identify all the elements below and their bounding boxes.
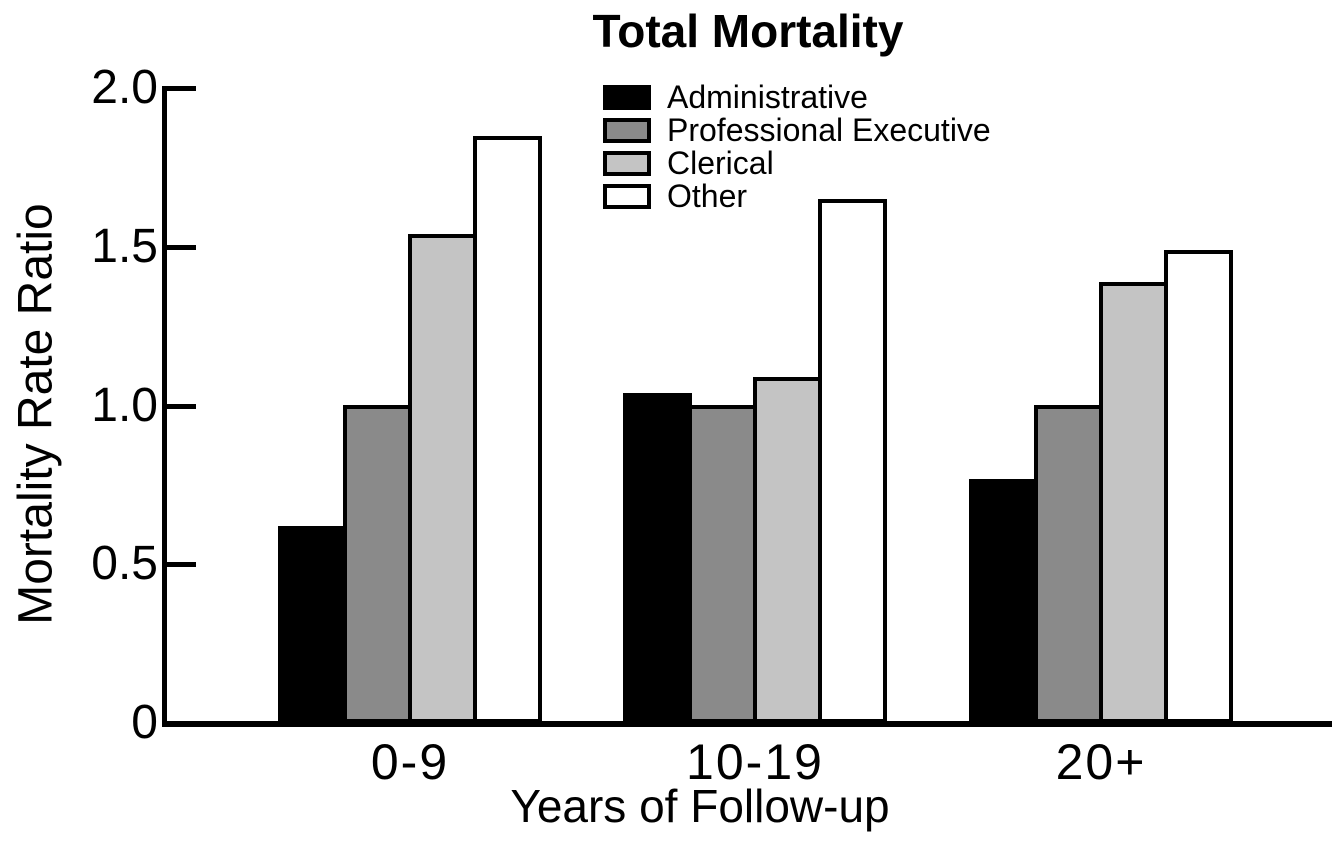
bar-10-19-administrative — [623, 393, 692, 723]
y-tick-label-2.0: 2.0 — [91, 61, 158, 114]
x-category-label-10-19: 10-19 — [686, 734, 824, 790]
bar-0-9-administrative — [278, 526, 347, 723]
bar-10-19-clerical — [753, 377, 822, 723]
legend-swatch-other — [603, 184, 651, 209]
x-axis-line — [162, 721, 1332, 727]
y-axis-line — [162, 86, 167, 726]
y-tick-1.0 — [167, 404, 196, 409]
bar-20--other — [1164, 250, 1233, 723]
chart-title: Total Mortality — [592, 5, 904, 57]
legend-item-clerical: Clerical — [603, 145, 991, 181]
x-category-label-20-: 20+ — [1055, 734, 1147, 790]
y-tick-0.5 — [167, 562, 196, 567]
legend-item-administrative: Administrative — [603, 79, 991, 115]
legend-label-other: Other — [667, 178, 748, 214]
bar-10-19-professional-executive — [688, 405, 757, 723]
legend-label-professional-executive: Professional Executive — [667, 112, 991, 148]
bar-0-9-other — [473, 136, 542, 723]
y-tick-1.5 — [167, 245, 196, 250]
x-axis-title: Years of Follow-up — [510, 780, 890, 832]
legend-swatch-clerical — [603, 151, 651, 176]
bar-0-9-professional-executive — [343, 405, 412, 723]
y-tick-label-0: 0 — [131, 696, 158, 749]
y-tick-label-1.0: 1.0 — [91, 379, 158, 432]
bar-0-9-clerical — [408, 234, 477, 723]
x-category-label-0-9: 0-9 — [370, 734, 450, 790]
y-tick-2.0 — [167, 86, 196, 91]
legend-item-professional-executive: Professional Executive — [603, 112, 991, 148]
y-tick-label-1.5: 1.5 — [91, 220, 158, 273]
legend-item-other: Other — [603, 178, 991, 214]
bar-20--administrative — [969, 479, 1038, 723]
y-tick-label-0.5: 0.5 — [91, 537, 158, 590]
legend-swatch-administrative — [603, 85, 651, 110]
legend: Administrative Professional Executive Cler… — [603, 79, 991, 214]
legend-label-clerical: Clerical — [667, 145, 774, 181]
bar-10-19-other — [818, 199, 887, 723]
legend-label-administrative: Administrative — [667, 79, 868, 115]
bar-20--clerical — [1099, 282, 1168, 723]
bar-20--professional-executive — [1034, 405, 1103, 723]
legend-swatch-professional-executive — [603, 118, 651, 143]
